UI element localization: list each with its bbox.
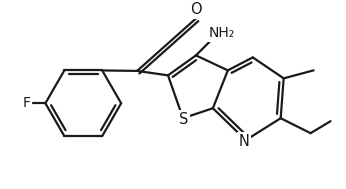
Text: NH₂: NH₂ xyxy=(209,26,235,40)
Text: O: O xyxy=(190,2,202,17)
Text: N: N xyxy=(238,134,249,149)
Text: S: S xyxy=(179,112,189,127)
Text: F: F xyxy=(22,96,30,110)
